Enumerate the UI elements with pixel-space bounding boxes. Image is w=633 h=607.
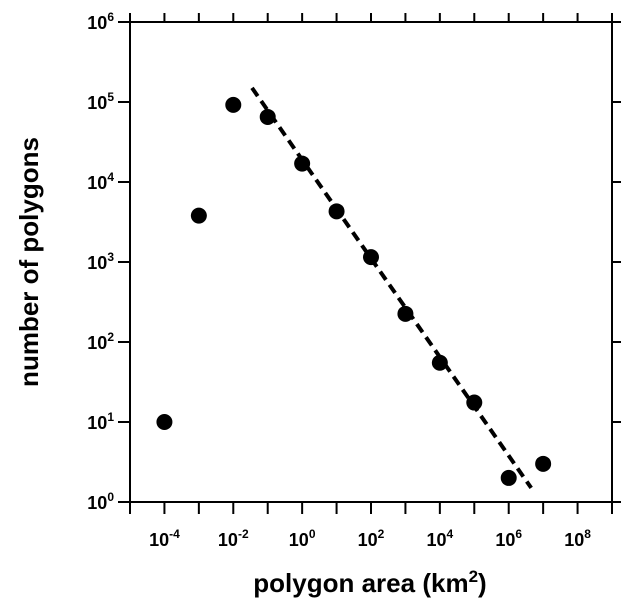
data-point xyxy=(500,469,517,486)
y-tick-label: 105 xyxy=(87,90,114,113)
fit-line-group xyxy=(250,86,533,490)
y-tick-label: 106 xyxy=(87,10,114,33)
x-tick-label: 10-4 xyxy=(149,527,180,550)
data-points xyxy=(156,96,552,486)
data-point xyxy=(156,414,173,430)
x-tick-labels: 10-4 10-2 100 102 104 106 108 xyxy=(149,527,591,550)
data-point xyxy=(466,394,483,411)
y-tick-label: 101 xyxy=(87,410,114,433)
data-point xyxy=(328,203,345,220)
x-tick-label: 100 xyxy=(289,527,316,550)
data-point xyxy=(190,207,207,224)
axis-ticks xyxy=(118,13,621,514)
data-point xyxy=(294,155,311,172)
y-tick-labels: 100 101 102 103 104 105 106 xyxy=(87,10,114,513)
x-tick-label: 102 xyxy=(358,527,385,550)
x-axis-label: polygon area (km2) xyxy=(253,567,486,598)
data-point xyxy=(535,455,552,472)
data-point xyxy=(259,108,276,125)
y-tick-label: 102 xyxy=(87,330,114,353)
x-tick-label: 106 xyxy=(495,527,522,550)
data-point xyxy=(363,249,379,266)
y-tick-label: 100 xyxy=(87,490,114,513)
y-tick-label: 103 xyxy=(87,250,114,273)
data-point xyxy=(397,305,414,322)
x-tick-label: 104 xyxy=(426,527,453,550)
x-tick-label: 10-2 xyxy=(218,527,249,550)
data-point xyxy=(225,96,242,113)
fit-line xyxy=(250,86,533,490)
y-axis-label: number of polygons xyxy=(14,137,44,387)
data-point xyxy=(431,354,448,371)
y-tick-label: 104 xyxy=(87,170,114,193)
x-tick-label: 108 xyxy=(564,527,591,550)
